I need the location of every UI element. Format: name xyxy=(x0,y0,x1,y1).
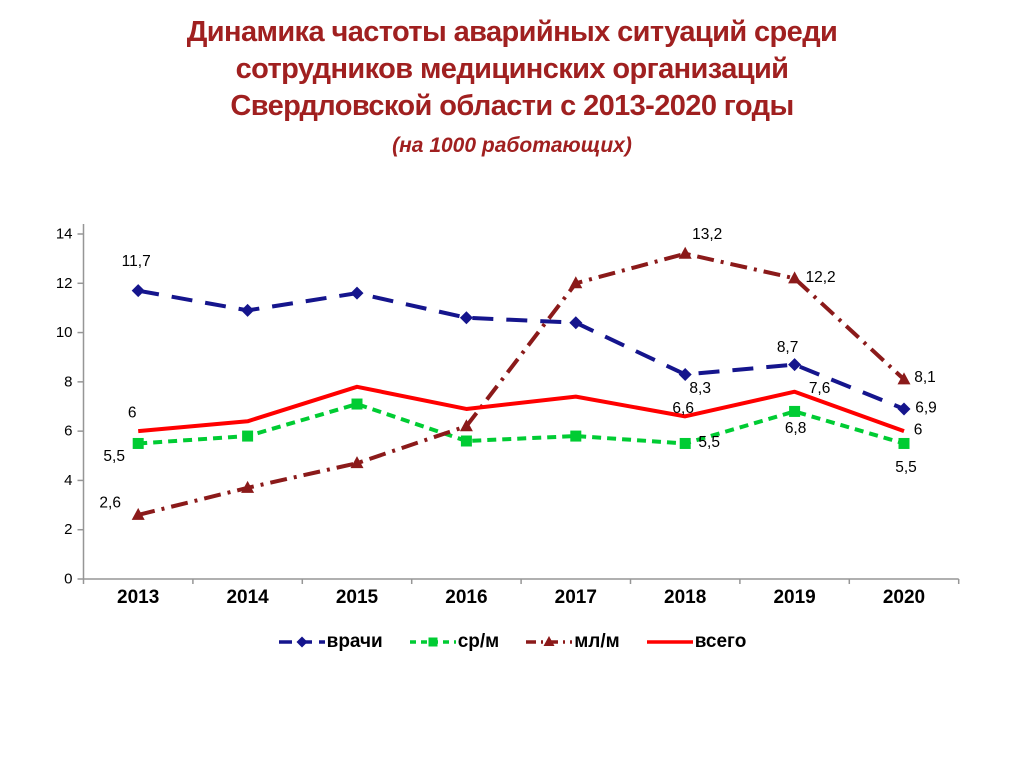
svg-text:14: 14 xyxy=(56,225,73,242)
svg-text:2017: 2017 xyxy=(555,587,597,608)
svg-text:2015: 2015 xyxy=(336,587,379,608)
svg-text:6,8: 6,8 xyxy=(785,420,807,437)
chart-title-line-3: Свердловской области с 2013-2020 годы xyxy=(230,90,794,122)
svg-text:6,6: 6,6 xyxy=(672,400,694,417)
chart-title-line-1: Динамика частоты аварийных ситуаций сред… xyxy=(186,16,838,48)
legend-item-vrachi: врачи xyxy=(278,631,383,653)
legend-label-srm: ср/м xyxy=(457,631,500,652)
svg-text:8,3: 8,3 xyxy=(689,380,711,397)
legend-item-srm: ср/м xyxy=(409,631,500,653)
svg-text:5,5: 5,5 xyxy=(103,448,125,465)
chart-title-block: Динамика частоты аварийных ситуаций сред… xyxy=(0,14,1024,158)
svg-text:6: 6 xyxy=(914,422,923,439)
vrachi-line-sample-icon xyxy=(278,636,325,648)
legend-label-mlm: мл/м xyxy=(574,631,620,652)
svg-text:11,7: 11,7 xyxy=(122,253,151,270)
svg-text:2013: 2013 xyxy=(117,587,159,608)
svg-text:6: 6 xyxy=(64,423,72,440)
chart-subtitle: (на 1000 работающих) xyxy=(392,134,632,157)
svg-text:10: 10 xyxy=(56,324,73,341)
svg-text:5,5: 5,5 xyxy=(895,459,917,476)
svg-text:2: 2 xyxy=(64,521,72,538)
svg-text:8,1: 8,1 xyxy=(914,369,936,386)
svg-text:6: 6 xyxy=(128,405,137,422)
svg-text:8: 8 xyxy=(64,373,72,390)
mlm-line-sample-icon xyxy=(526,636,573,646)
legend-item-vsego: всего xyxy=(646,631,747,653)
chart-title-line-2: сотрудников медицинских организаций xyxy=(235,53,789,85)
line-chart: 0 2 4 6 8 10 12 14 2013 2014 2015 2016 2017 2018 2019 2… xyxy=(56,223,960,608)
svg-text:4: 4 xyxy=(64,472,72,489)
vsego-line-sample-icon xyxy=(646,640,693,644)
svg-text:2020: 2020 xyxy=(883,587,925,608)
chart-legend: врачи ср/м мл/м всего xyxy=(0,631,1024,653)
svg-text:2018: 2018 xyxy=(664,587,706,608)
svg-text:12,2: 12,2 xyxy=(806,269,836,286)
legend-label-vsego: всего xyxy=(694,631,747,652)
legend-label-vrachi: врачи xyxy=(326,631,383,652)
svg-text:5,5: 5,5 xyxy=(698,434,720,451)
svg-text:2019: 2019 xyxy=(773,587,815,608)
svg-text:8,7: 8,7 xyxy=(777,339,799,356)
svg-text:13,2: 13,2 xyxy=(692,226,722,243)
srm-line-sample-icon xyxy=(409,637,456,647)
svg-text:6,9: 6,9 xyxy=(915,399,937,416)
svg-text:0: 0 xyxy=(64,571,72,588)
svg-text:2016: 2016 xyxy=(445,587,487,608)
legend-item-mlm: мл/м xyxy=(525,631,620,653)
svg-text:12: 12 xyxy=(56,275,73,292)
svg-text:2,6: 2,6 xyxy=(99,494,121,511)
svg-text:7,6: 7,6 xyxy=(809,380,831,397)
chart-area: 0 2 4 6 8 10 12 14 2013 2014 2015 2016 2017 2018 2019 2… xyxy=(0,200,1024,620)
svg-text:2014: 2014 xyxy=(226,587,269,608)
